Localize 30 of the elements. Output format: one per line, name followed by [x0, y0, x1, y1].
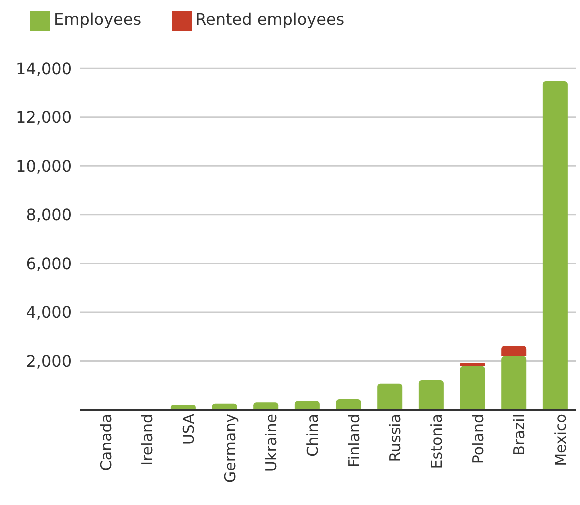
- bar: [502, 346, 527, 356]
- x-tick-label: China: [304, 414, 322, 457]
- y-tick-label: 2,000: [26, 352, 72, 371]
- x-tick-label: Brazil: [510, 414, 529, 456]
- x-tick-label: Germany: [221, 414, 240, 483]
- x-tick-label: USA: [180, 413, 198, 446]
- bar: [460, 362, 486, 366]
- bar: [502, 356, 527, 410]
- x-tick-label: Finland: [345, 414, 364, 468]
- y-tick-label: 6,000: [26, 254, 72, 274]
- x-tick-label: Russia: [386, 414, 405, 462]
- y-tick-label: 10,000: [16, 156, 72, 176]
- y-tick-label: 14,000: [16, 59, 72, 78]
- legend-label: Employees: [54, 10, 142, 29]
- x-tick-label: Estonia: [428, 414, 446, 470]
- x-tick-label: Mexico: [552, 414, 570, 466]
- y-tick-label: 8,000: [26, 206, 72, 225]
- x-tick-label: Poland: [469, 414, 488, 464]
- bar: [336, 400, 362, 410]
- y-tick-label: 12,000: [16, 108, 72, 128]
- bar: [378, 384, 403, 410]
- bar: [542, 82, 568, 410]
- bar: [294, 401, 320, 410]
- legend-label: Rented employees: [196, 10, 345, 29]
- bar: [418, 380, 444, 410]
- bar: [460, 366, 486, 410]
- x-tick-label: Ukraine: [262, 414, 281, 472]
- x-tick-label: Ireland: [138, 414, 157, 466]
- y-tick-label: 4,000: [26, 303, 72, 322]
- x-tick-label: Canada: [97, 414, 116, 472]
